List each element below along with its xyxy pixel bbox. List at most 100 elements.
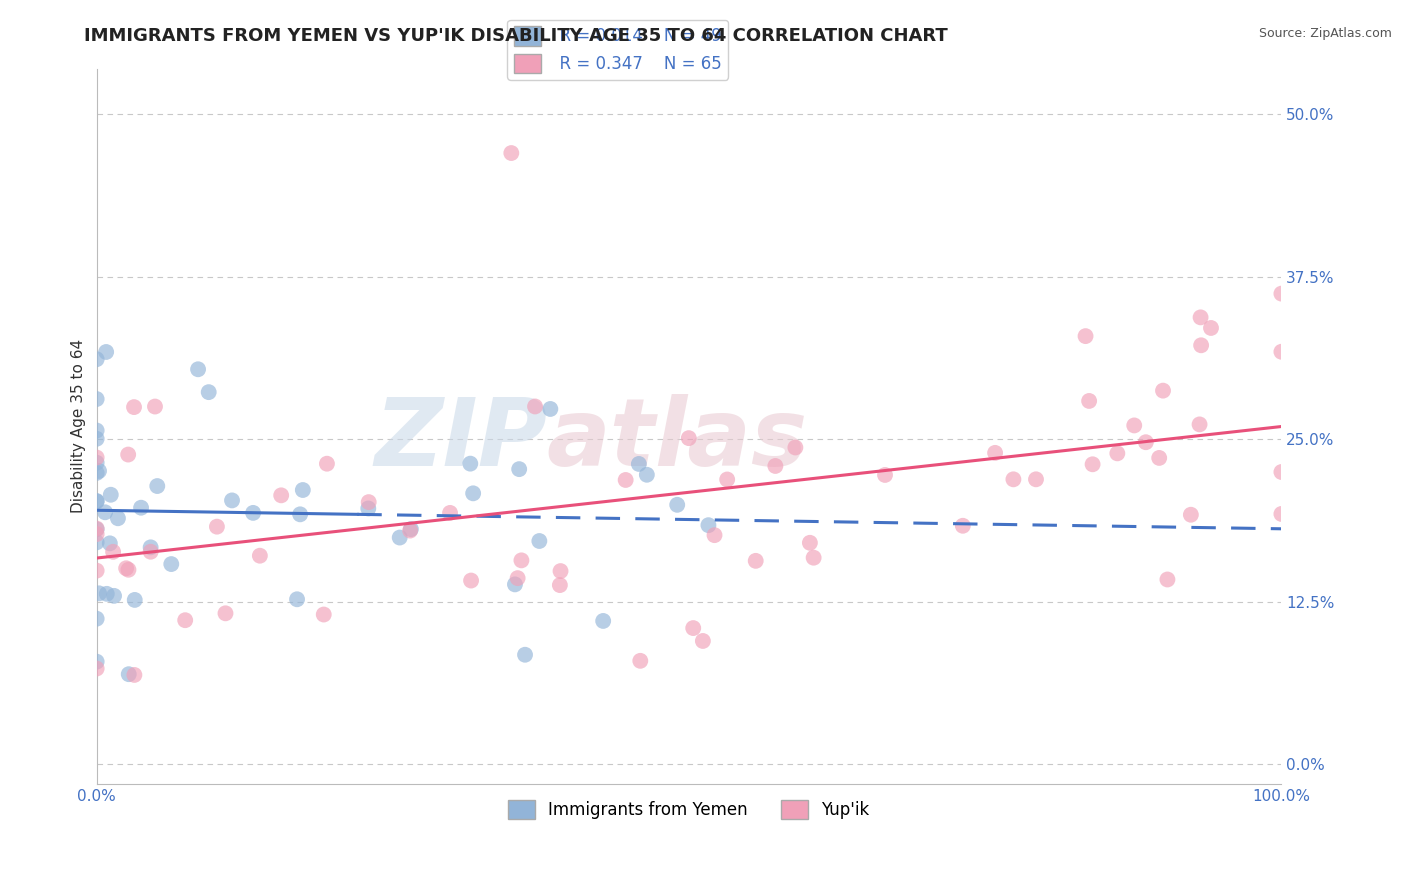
Point bbox=[614, 473, 637, 487]
Point bbox=[86, 450, 108, 465]
Point bbox=[86, 655, 108, 669]
Point bbox=[952, 518, 974, 533]
Point bbox=[697, 518, 720, 533]
Point bbox=[1147, 450, 1170, 465]
Point bbox=[399, 524, 422, 538]
Point bbox=[288, 508, 311, 522]
Point bbox=[1189, 310, 1212, 325]
Point bbox=[86, 527, 108, 541]
Point bbox=[1152, 384, 1174, 398]
Point bbox=[146, 479, 169, 493]
Text: atlas: atlas bbox=[547, 394, 808, 486]
Point bbox=[592, 614, 614, 628]
Point bbox=[86, 352, 108, 367]
Point bbox=[1189, 338, 1212, 352]
Point bbox=[550, 564, 572, 578]
Point bbox=[285, 592, 308, 607]
Point bbox=[86, 424, 108, 438]
Point bbox=[124, 593, 146, 607]
Point bbox=[1025, 472, 1047, 486]
Point bbox=[86, 612, 108, 626]
Point bbox=[86, 466, 108, 480]
Point bbox=[214, 607, 236, 621]
Text: IMMIGRANTS FROM YEMEN VS YUP'IK DISABILITY AGE 35 TO 64 CORRELATION CHART: IMMIGRANTS FROM YEMEN VS YUP'IK DISABILI… bbox=[84, 27, 948, 45]
Point bbox=[628, 654, 651, 668]
Point bbox=[357, 495, 380, 509]
Point bbox=[548, 578, 571, 592]
Point bbox=[205, 519, 228, 533]
Point bbox=[139, 545, 162, 559]
Point bbox=[98, 536, 121, 550]
Point bbox=[312, 607, 335, 622]
Point bbox=[744, 554, 766, 568]
Point bbox=[1081, 458, 1104, 472]
Text: Source: ZipAtlas.com: Source: ZipAtlas.com bbox=[1258, 27, 1392, 40]
Point bbox=[458, 457, 481, 471]
Point bbox=[115, 561, 138, 575]
Point bbox=[873, 467, 896, 482]
Point bbox=[107, 511, 129, 525]
Point bbox=[513, 648, 536, 662]
Point bbox=[86, 661, 108, 675]
Point bbox=[103, 589, 125, 603]
Point bbox=[1199, 321, 1222, 335]
Point bbox=[86, 522, 108, 536]
Point bbox=[506, 571, 529, 585]
Point bbox=[197, 385, 219, 400]
Point bbox=[1270, 507, 1292, 521]
Point bbox=[439, 506, 461, 520]
Point bbox=[87, 586, 110, 600]
Point bbox=[1002, 472, 1025, 486]
Point bbox=[86, 564, 108, 578]
Point bbox=[678, 431, 700, 445]
Point bbox=[118, 667, 141, 681]
Point bbox=[524, 400, 547, 414]
Point bbox=[86, 432, 108, 446]
Point bbox=[139, 541, 162, 555]
Point bbox=[388, 531, 411, 545]
Point bbox=[463, 486, 485, 500]
Point bbox=[1107, 446, 1129, 460]
Point bbox=[249, 549, 271, 563]
Point bbox=[86, 494, 108, 508]
Point bbox=[124, 668, 146, 682]
Point bbox=[1135, 435, 1157, 450]
Point bbox=[187, 362, 209, 376]
Legend: Immigrants from Yemen, Yup'ik: Immigrants from Yemen, Yup'ik bbox=[502, 793, 876, 825]
Point bbox=[1123, 418, 1146, 433]
Point bbox=[1074, 329, 1097, 343]
Point bbox=[316, 457, 339, 471]
Point bbox=[692, 634, 714, 648]
Point bbox=[716, 473, 738, 487]
Point bbox=[86, 456, 108, 470]
Point bbox=[1270, 286, 1292, 301]
Point bbox=[86, 522, 108, 536]
Point bbox=[129, 500, 152, 515]
Point bbox=[1180, 508, 1202, 522]
Y-axis label: Disability Age 35 to 64: Disability Age 35 to 64 bbox=[72, 339, 86, 513]
Point bbox=[763, 458, 786, 473]
Point bbox=[87, 464, 110, 478]
Point bbox=[86, 535, 108, 549]
Text: ZIP: ZIP bbox=[374, 394, 547, 486]
Point bbox=[86, 392, 108, 406]
Point bbox=[682, 621, 704, 635]
Point bbox=[1270, 465, 1292, 479]
Point bbox=[143, 400, 166, 414]
Point bbox=[666, 498, 689, 512]
Point bbox=[538, 401, 561, 416]
Point bbox=[1078, 393, 1101, 408]
Point bbox=[1270, 344, 1292, 359]
Point bbox=[94, 505, 117, 519]
Point bbox=[1156, 573, 1178, 587]
Point bbox=[174, 613, 197, 627]
Point bbox=[117, 563, 139, 577]
Point bbox=[636, 467, 658, 482]
Point bbox=[399, 522, 422, 536]
Point bbox=[510, 553, 533, 567]
Point bbox=[803, 550, 825, 565]
Point bbox=[86, 494, 108, 508]
Point bbox=[703, 528, 725, 542]
Point bbox=[122, 400, 145, 414]
Point bbox=[96, 345, 118, 359]
